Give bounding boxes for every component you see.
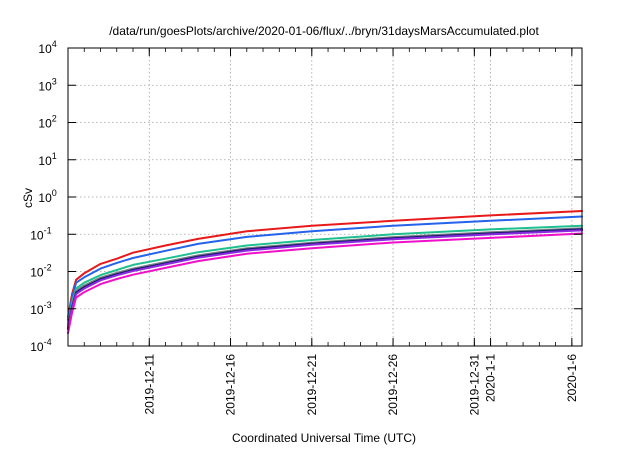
x-tick-label: 2019-12-16: [224, 354, 238, 416]
x-tick-label: 2019-12-31: [467, 354, 481, 416]
series-line-4: [67, 227, 583, 327]
series-line-6: [67, 229, 583, 331]
chart-title: /data/run/goesPlots/archive/2020-01-06/f…: [109, 24, 539, 38]
x-axis-label: Coordinated Universal Time (UTC): [232, 431, 416, 445]
y-tick-label: 102: [38, 114, 56, 131]
y-tick-label: 101: [38, 151, 56, 168]
y-tick-label: 10-3: [30, 300, 51, 317]
series-line-3: [67, 224, 583, 325]
series-group: [66, 210, 584, 335]
x-tick-label: 2019-12-11: [142, 354, 156, 415]
y-tick-label: 100: [38, 188, 56, 205]
y-tick-label: 103: [38, 76, 56, 93]
grid: [68, 48, 582, 346]
series-line-1: [67, 210, 583, 318]
y-axis: 104 103 102 101 100 10-1 10-2 10-3 10-4: [30, 39, 582, 354]
x-tick-label: 2020-1-6: [565, 354, 579, 402]
x-tick-label: 2020-1-1: [484, 354, 498, 402]
series-line-2: [67, 215, 583, 321]
x-tick-label: 2019-12-26: [386, 354, 400, 416]
x-tick-label: 2019-12-21: [305, 354, 319, 416]
series-line-7: [67, 232, 583, 335]
y-tick-label: 104: [38, 39, 56, 56]
y-tick-label: 10-1: [30, 225, 51, 242]
x-axis: 2019-12-11 2019-12-16 2019-12-21 2019-12-26…: [67, 48, 579, 416]
y-axis-label: cSv: [21, 188, 35, 208]
y-tick-label: 10-4: [30, 337, 51, 354]
y-tick-label: 10-2: [30, 263, 51, 280]
